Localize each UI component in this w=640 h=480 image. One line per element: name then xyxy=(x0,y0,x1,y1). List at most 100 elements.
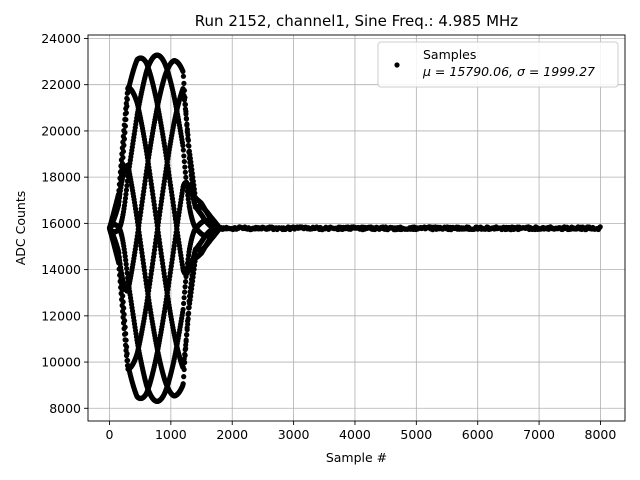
data-point xyxy=(182,289,188,295)
data-point xyxy=(124,265,130,272)
data-point xyxy=(188,286,195,292)
data-point xyxy=(191,186,197,192)
data-point xyxy=(124,96,130,103)
data-point xyxy=(120,154,126,161)
legend: Samples μ = 15790.06, σ = 1999.27 xyxy=(377,41,619,88)
plot-frame xyxy=(87,34,626,422)
data-point xyxy=(122,195,129,201)
y-tick-label: 22000 xyxy=(41,77,81,92)
data-point xyxy=(120,148,127,155)
data-point xyxy=(182,284,188,290)
data-point xyxy=(121,136,127,142)
data-point xyxy=(189,170,195,176)
data-point xyxy=(182,164,188,170)
legend-entry-stats: μ = 15790.06, σ = 1999.27 xyxy=(422,64,595,79)
data-point xyxy=(191,266,197,272)
data-point xyxy=(184,126,191,133)
y-tick-label: 16000 xyxy=(41,216,81,231)
data-point xyxy=(123,187,130,193)
data-point xyxy=(122,123,128,129)
data-point xyxy=(184,327,190,333)
data-point xyxy=(183,116,190,122)
chart-title: Run 2152, channel1, Sine Freq.: 4.985 MH… xyxy=(195,12,519,30)
data-point xyxy=(185,316,191,322)
data-point xyxy=(123,337,129,343)
data-point xyxy=(180,306,186,313)
x-tick-label: 4000 xyxy=(339,427,371,442)
data-point xyxy=(181,153,187,159)
data-point xyxy=(181,80,187,86)
y-tick-label: 10000 xyxy=(41,355,81,370)
data-point xyxy=(182,169,188,175)
data-point xyxy=(185,137,191,143)
data-point xyxy=(123,191,129,197)
data-point xyxy=(120,293,126,299)
data-point xyxy=(190,274,196,280)
y-axis-ticks: 8000 10000 12000 14000 16000 18000 20000 22000 2… xyxy=(41,31,88,416)
data-point xyxy=(181,87,188,94)
data-point xyxy=(597,224,603,230)
data-point xyxy=(120,299,126,305)
data-point xyxy=(190,178,196,184)
y-tick-label: 14000 xyxy=(41,262,81,277)
data-point xyxy=(124,344,130,350)
data-point xyxy=(124,357,131,364)
data-point xyxy=(121,305,127,311)
x-tick-label: 2000 xyxy=(216,427,248,442)
data-point xyxy=(116,250,122,256)
data-points xyxy=(106,52,603,404)
data-point xyxy=(192,190,198,196)
data-point xyxy=(183,174,189,180)
data-point xyxy=(183,337,189,343)
legend-entry-label: Samples xyxy=(423,47,476,62)
x-axis-ticks: 0 1000 2000 3000 4000 5000 6000 7000 8000 xyxy=(106,421,617,442)
data-point xyxy=(124,103,130,109)
legend-box xyxy=(377,41,619,88)
data-point xyxy=(185,192,191,198)
data-point xyxy=(123,261,129,267)
data-point xyxy=(122,318,128,324)
data-point xyxy=(122,324,128,330)
data-point xyxy=(183,111,189,117)
data-point xyxy=(180,381,186,387)
data-point xyxy=(189,282,195,288)
x-tick-label: 0 xyxy=(106,427,114,442)
data-point xyxy=(121,311,127,317)
data-point xyxy=(185,256,191,262)
data-point xyxy=(182,352,188,359)
data-point xyxy=(182,94,188,101)
data-point xyxy=(180,73,187,79)
data-point xyxy=(181,300,187,307)
data-point xyxy=(181,374,187,380)
data-point xyxy=(186,310,192,316)
x-tick-label: 3000 xyxy=(278,427,310,442)
data-point xyxy=(189,166,195,173)
x-tick-label: 1000 xyxy=(155,427,187,442)
data-point xyxy=(180,68,186,75)
data-point xyxy=(184,332,190,338)
x-tick-label: 7000 xyxy=(523,427,555,442)
data-point xyxy=(188,163,194,169)
data-point xyxy=(182,101,188,108)
data-point xyxy=(186,304,192,311)
y-tick-label: 20000 xyxy=(41,123,81,138)
y-tick-label: 12000 xyxy=(41,308,81,323)
data-point xyxy=(124,183,130,189)
data-point xyxy=(123,116,129,123)
x-tick-label: 8000 xyxy=(585,427,617,442)
y-tick-label: 18000 xyxy=(41,170,81,185)
data-point xyxy=(185,321,191,327)
data-point xyxy=(124,270,130,276)
x-tick-label: 5000 xyxy=(400,427,432,442)
x-tick-label: 6000 xyxy=(462,427,494,442)
y-tick-label: 8000 xyxy=(49,401,81,416)
data-point xyxy=(181,295,187,301)
data-point xyxy=(185,132,191,138)
data-point xyxy=(190,270,197,276)
data-point xyxy=(182,279,189,285)
data-point xyxy=(181,158,187,165)
data-point xyxy=(119,160,126,167)
legend-marker xyxy=(394,62,400,68)
data-point xyxy=(122,253,128,259)
data-point xyxy=(123,257,129,263)
